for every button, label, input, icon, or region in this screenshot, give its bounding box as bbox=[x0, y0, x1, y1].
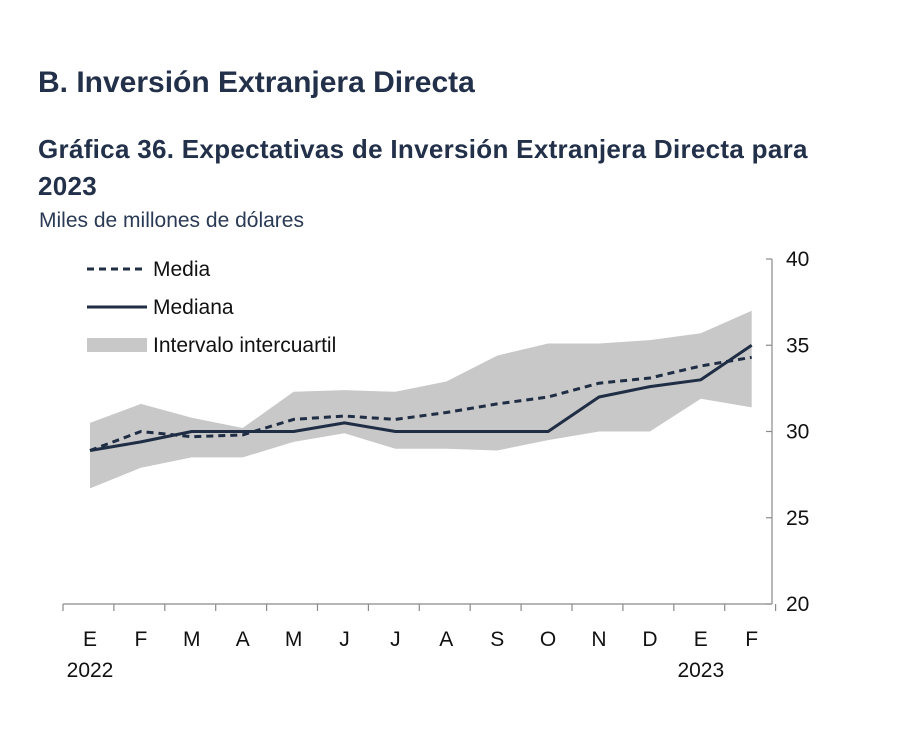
interquartile-band bbox=[90, 310, 752, 489]
series-line-mediana bbox=[89, 344, 753, 452]
y-tick-label: 40 bbox=[786, 248, 809, 271]
x-tick-label: F bbox=[745, 628, 758, 651]
x-tick-label: S bbox=[490, 628, 504, 651]
x-tick-label: E bbox=[83, 628, 97, 651]
x-tick-label: E bbox=[694, 628, 708, 651]
x-tick-label: D bbox=[642, 628, 657, 651]
band-layer bbox=[90, 310, 752, 489]
year-label: 2023 bbox=[677, 659, 724, 682]
y-tick-label: 35 bbox=[786, 334, 809, 357]
legend-label-mediana: Mediana bbox=[153, 296, 234, 319]
chart-title: Gráfica 36. Expectativas de Inversión Ex… bbox=[38, 134, 808, 201]
x-tick-label: F bbox=[134, 628, 147, 651]
y-tick-label: 30 bbox=[786, 421, 809, 444]
section-heading: B. Inversión Extranjera Directa bbox=[38, 66, 475, 99]
year-label: 2022 bbox=[67, 659, 114, 682]
x-tick-label: J bbox=[390, 628, 401, 651]
chart-subtitle: Miles de millones de dólares bbox=[39, 209, 304, 232]
x-tick-label: J bbox=[339, 628, 350, 651]
x-tick-label: A bbox=[236, 628, 250, 651]
series-line-media bbox=[89, 355, 752, 452]
x-tick-label: A bbox=[439, 628, 453, 651]
x-tick-label: N bbox=[591, 628, 606, 651]
legend-swatch-intervalo bbox=[87, 338, 147, 352]
legend-label-media: Media bbox=[153, 258, 211, 281]
axis-layer: 20 25 30 35 40 E F M A M J J A S O N D E F 2022 2023 bbox=[62, 248, 809, 682]
y-tick-label: 25 bbox=[786, 507, 809, 530]
chart-legend: Media Mediana Intervalo intercuartil bbox=[87, 258, 336, 357]
x-tick-label: O bbox=[540, 628, 556, 651]
legend-label-intervalo: Intervalo intercuartil bbox=[153, 334, 336, 357]
series-layer bbox=[89, 344, 753, 452]
x-tick-label: M bbox=[285, 628, 303, 651]
y-tick-label: 20 bbox=[786, 593, 809, 616]
x-tick-label: M bbox=[183, 628, 201, 651]
